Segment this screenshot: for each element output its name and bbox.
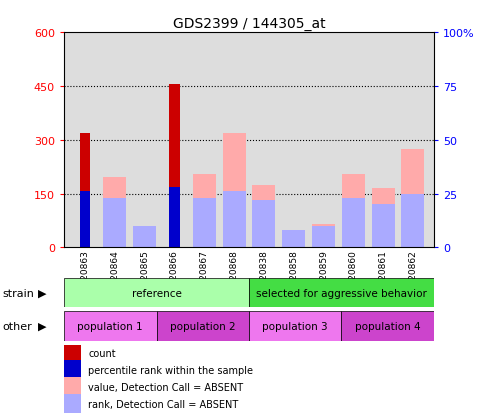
- Text: population 4: population 4: [355, 321, 421, 331]
- Text: percentile rank within the sample: percentile rank within the sample: [88, 366, 253, 375]
- Bar: [342, 174, 365, 248]
- FancyBboxPatch shape: [64, 278, 249, 308]
- Text: population 2: population 2: [170, 321, 236, 331]
- Bar: [222, 192, 246, 248]
- Bar: [282, 230, 305, 248]
- Bar: [193, 174, 216, 248]
- Text: strain: strain: [2, 288, 35, 298]
- Text: count: count: [88, 349, 116, 358]
- Text: population 3: population 3: [262, 321, 328, 331]
- Bar: [312, 225, 335, 248]
- Bar: [401, 150, 424, 248]
- Bar: [169, 85, 179, 248]
- Text: selected for aggressive behavior: selected for aggressive behavior: [256, 288, 427, 298]
- FancyBboxPatch shape: [64, 311, 157, 341]
- Bar: [133, 232, 156, 248]
- Title: GDS2399 / 144305_at: GDS2399 / 144305_at: [173, 17, 325, 31]
- Bar: [372, 189, 394, 248]
- Bar: [64, 343, 81, 363]
- Bar: [169, 188, 179, 248]
- Bar: [193, 198, 216, 248]
- Text: other: other: [2, 321, 32, 331]
- Text: ▶: ▶: [37, 321, 46, 331]
- Text: reference: reference: [132, 288, 181, 298]
- Text: population 1: population 1: [77, 321, 143, 331]
- Bar: [64, 360, 81, 381]
- Bar: [104, 198, 126, 248]
- Bar: [252, 201, 276, 248]
- FancyBboxPatch shape: [157, 311, 249, 341]
- FancyBboxPatch shape: [249, 311, 341, 341]
- Bar: [80, 133, 90, 248]
- Bar: [342, 198, 365, 248]
- Bar: [312, 226, 335, 248]
- Bar: [222, 133, 246, 248]
- FancyBboxPatch shape: [341, 311, 434, 341]
- Text: ▶: ▶: [37, 288, 46, 298]
- Bar: [372, 205, 394, 248]
- Bar: [282, 232, 305, 248]
- Bar: [64, 394, 81, 413]
- FancyBboxPatch shape: [249, 278, 434, 308]
- Bar: [401, 194, 424, 248]
- Bar: [64, 377, 81, 398]
- Bar: [133, 226, 156, 248]
- Bar: [80, 192, 90, 248]
- Bar: [104, 178, 126, 248]
- Text: value, Detection Call = ABSENT: value, Detection Call = ABSENT: [88, 382, 243, 392]
- Bar: [252, 185, 276, 248]
- Text: rank, Detection Call = ABSENT: rank, Detection Call = ABSENT: [88, 399, 239, 409]
